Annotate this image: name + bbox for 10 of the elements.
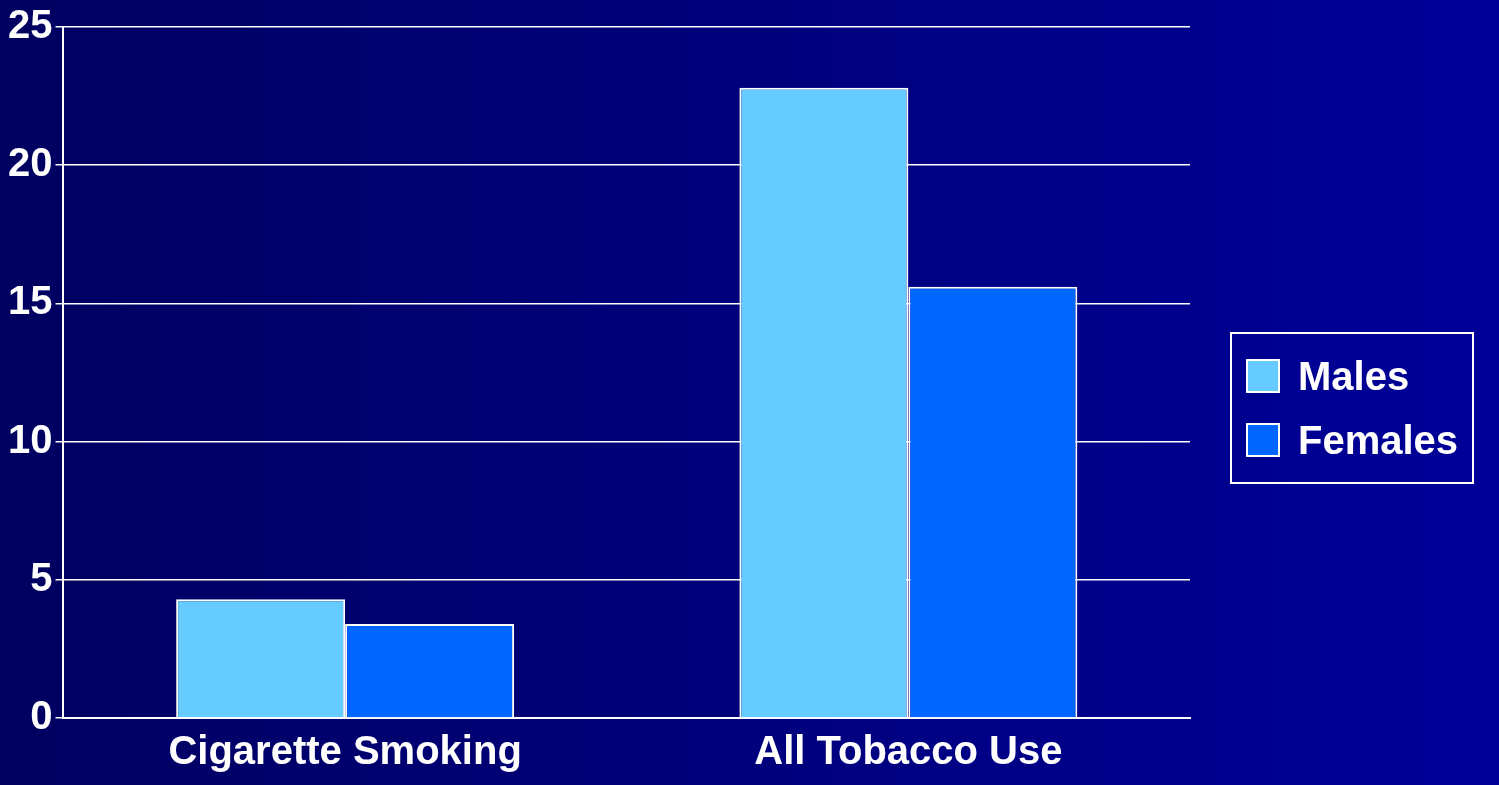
- y-tick-label: 0: [30, 693, 53, 738]
- y-tick-label: 20: [7, 140, 53, 185]
- x-tick-label: All Tobacco Use: [754, 728, 1063, 773]
- text: Males: [1298, 353, 1410, 399]
- y-tick-label: 15: [7, 278, 53, 323]
- y-tick-label: 25: [7, 2, 53, 47]
- legend-label: Females: [1298, 417, 1459, 463]
- y-tick-label: 5: [30, 554, 53, 599]
- x-tick-label: Cigarette Smoking: [168, 728, 522, 773]
- y-tick-label: 10: [7, 416, 53, 461]
